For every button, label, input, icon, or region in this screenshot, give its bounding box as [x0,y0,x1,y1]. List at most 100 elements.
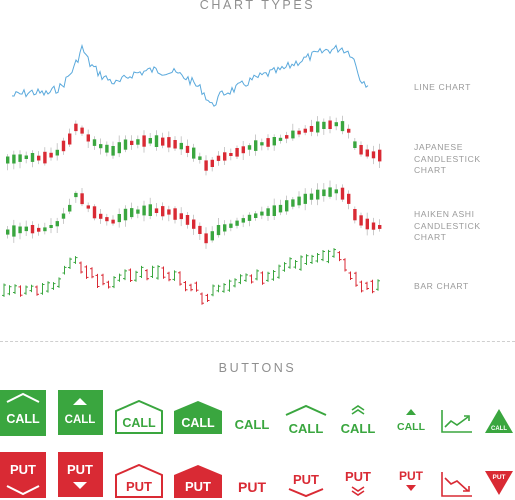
svg-text:CALL: CALL [491,426,507,432]
call-button-roof[interactable]: CALL [284,404,328,436]
japanese-candlestick-candle [43,151,47,164]
japanese-candlestick-candle [359,145,363,155]
haiken-ashi-candlestick-candle [179,213,183,220]
svg-text:CALL: CALL [289,421,324,436]
put-button-floor[interactable]: PUT [287,466,325,498]
japanese-candlestick-candle [55,149,59,156]
line-chart-line [11,43,369,107]
haiken-ashi-candlestick-candle [347,193,351,204]
haiken-ashi-candlestick-candle [68,204,72,212]
haiken-ashi-candlestick-candle [37,227,41,232]
svg-text:CALL: CALL [397,421,426,433]
japanese-candlestick-candle [309,126,314,132]
japanese-candlestick-candle [297,130,301,135]
japanese-candlestick-candle [291,130,295,139]
haiken-ashi-label-line1: HAIKEN ASHI [414,209,475,219]
haiken-ashi-candlestick-candle [117,214,121,223]
svg-text:PUT: PUT [185,479,211,494]
japanese-candlestick-candle [328,120,332,129]
put-button-outline-house[interactable]: PUT [115,464,163,498]
japanese-candlestick-candle [272,137,276,146]
japanese-candlestick-candle [378,149,382,162]
haiken-ashi-candlestick-candle [216,225,221,236]
svg-text:PUT: PUT [293,472,319,487]
haiken-ashi-candlestick-candle [12,225,16,237]
japanese-candlestick-candle [154,135,159,147]
japanese-candlestick-candle [241,146,245,154]
haiken-ashi-candlestick-candle [130,208,134,218]
svg-text:CALL: CALL [181,416,215,430]
haiken-ashi-candlestick-candle [148,204,152,216]
haiken-ashi-candlestick-candle [322,189,326,197]
haiken-ashi-candlestick-candle [18,226,22,234]
haiken-ashi-candlestick-candle [303,193,307,204]
haiken-ashi-candlestick-candle [371,222,376,230]
put-button-double-chevron[interactable]: PUT [341,466,375,498]
japanese-candlestick-candle [340,121,345,132]
japanese-candlestick-candle [117,142,121,154]
put-triangle-button[interactable]: PUT [484,470,514,496]
haiken-ashi-candlestick-candle [86,205,90,209]
haiken-ashi-candlestick-candle [161,206,165,217]
section-divider [0,341,515,342]
japanese-candlestick-candle [278,137,283,141]
put-button-filled-house[interactable]: PUT [174,464,222,498]
haiken-ashi-candlestick-candle [297,196,301,206]
japanese-candlestick-candle [266,138,270,147]
japanese-candlestick-candle [216,155,221,161]
put-button-solid-triangle[interactable]: PUT [58,452,103,497]
put-button-small-triangle[interactable]: PUT [396,468,426,496]
call-button-outline-house[interactable]: CALL [115,400,163,434]
japanese-candlestick-candle [173,140,177,149]
haiken-ashi-candlestick-candle [24,226,28,232]
svg-text:PUT: PUT [493,474,506,481]
japanese-candlestick-candle [68,133,72,145]
call-trend-up-icon[interactable] [440,408,474,434]
haiken-ashi-candlestick-candle [173,208,177,220]
japanese-candlestick-candle [111,146,115,156]
japanese-candlestick-candle [49,152,53,158]
call-button-small-triangle[interactable]: CALL [394,406,428,434]
put-button-solid-chevron[interactable]: PUT [0,452,46,498]
svg-text:PUT: PUT [67,462,93,477]
svg-text:PUT: PUT [126,479,152,494]
haiken-ashi-label-line2: CANDLESTICK CHART [414,221,481,242]
japanese-candlestick-candle [316,121,320,133]
japanese-candlestick-candle [105,144,109,153]
haiken-ashi-candlestick-candle [309,193,314,200]
japanese-candlestick-candle [74,123,78,132]
haiken-ashi-candlestick-candle [229,223,233,228]
haiken-ashi-candlestick-candle [353,209,357,221]
call-button-solid-chevron[interactable]: CALL [0,390,46,436]
svg-text:CALL: CALL [122,416,156,430]
japanese-candlestick-candle [371,151,376,159]
japanese-candlestick-candle [285,135,289,139]
haiken-ashi-candlestick-candle [61,213,66,219]
haiken-ashi-candlestick-candle [272,205,276,216]
japanese-candlestick-candle [99,144,103,149]
haiken-ashi-candlestick-candle [223,224,227,232]
call-button-filled-house[interactable]: CALL [174,400,222,434]
japanese-candlestick-candle [303,128,307,133]
japanese-candlestick-candle [24,155,28,159]
put-trend-down-icon[interactable] [440,470,474,498]
japanese-candlestick-candle [347,128,351,133]
chart-types-illustration [2,43,382,305]
call-button-double-chevron[interactable]: CALL [337,404,379,436]
japanese-candlestick-candle [365,149,369,157]
haiken-ashi-candlestick-candle [285,200,289,212]
haiken-ashi-candlestick-candle [378,225,382,229]
haiken-ashi-candlestick-candle [111,219,115,224]
put-button-text[interactable]: PUT [234,474,270,496]
svg-text:CALL: CALL [235,417,270,432]
japanese-candlestick-candle [192,147,196,159]
japanese-candlestick-candle [260,142,264,146]
call-button-text[interactable]: CALL [231,412,273,434]
call-triangle-button[interactable]: CALL [484,408,514,434]
haiken-ashi-candlestick-candle [30,225,35,234]
call-button-solid-triangle[interactable]: CALL [58,390,103,435]
line-chart-label: LINE CHART [414,82,471,92]
japanese-candlestick-candle [130,140,134,145]
haiken-ashi-candlestick-candle [210,231,214,241]
japanese-candlestick-candle [92,139,97,146]
